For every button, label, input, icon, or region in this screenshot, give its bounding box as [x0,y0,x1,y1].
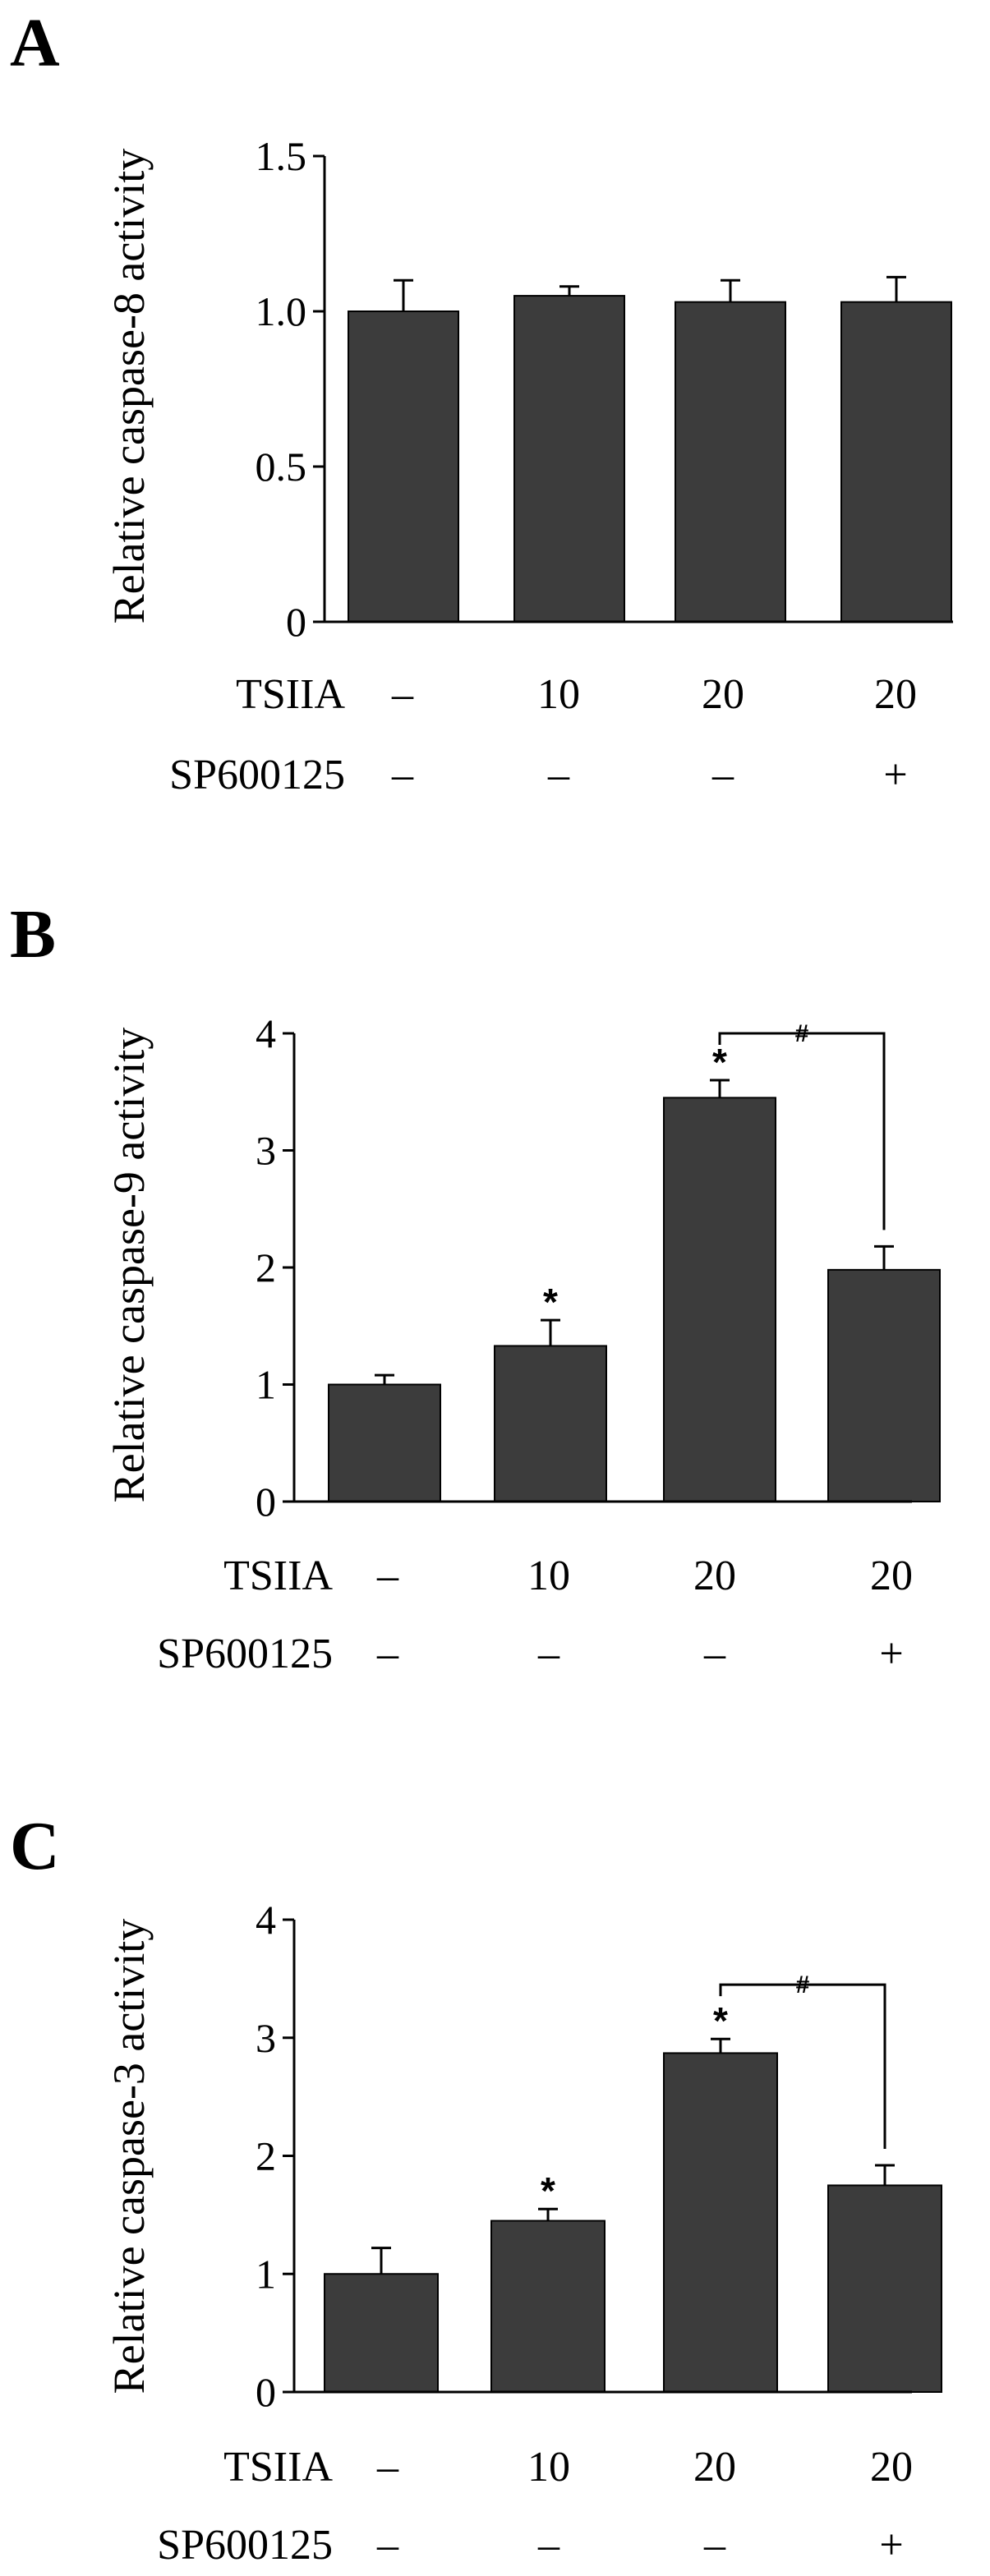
condition-value-2-1: – [391,752,414,798]
condition-row-label-1: TSIIA [223,2444,333,2491]
condition-value-1-3: 20 [693,2444,736,2491]
bar-1 [324,2273,439,2393]
condition-value-2-4: + [879,2522,903,2569]
y-tick-label-3: 3 [256,1128,276,1174]
bar-4 [827,2184,942,2393]
condition-value-1-2: 10 [537,671,580,718]
condition-value-2-2: – [537,2522,560,2569]
condition-value-2-2: – [537,1631,560,1677]
y-tick-label-2: 1.0 [256,288,307,334]
condition-value-2-3: – [703,1631,726,1677]
bar-2 [490,2220,606,2393]
y-tick-label-1: 1 [256,2251,276,2297]
condition-value-1-3: 20 [693,1552,736,1599]
y-tick-label-1: 0.5 [256,444,307,490]
condition-value-1-4: 20 [870,2444,913,2491]
condition-value-2-1: – [376,1631,399,1677]
condition-value-1-2: 10 [527,2444,570,2491]
condition-value-1-1: – [391,671,414,718]
significance-bracket [718,1032,886,1230]
condition-value-2-1: – [376,2522,399,2569]
y-tick-label-0: 0 [286,599,306,645]
bracket-label: # [796,1971,810,1999]
condition-value-1-2: 10 [527,1552,570,1599]
significance-marker-2: * [543,1281,558,1323]
chart-panel-b: B Relative caspase-9 activity * * #0 1 2 3 4 TSII… [10,896,941,1677]
condition-row-label-2: SP600125 [157,1631,333,1677]
condition-value-1-4: 20 [874,671,917,718]
condition-value-2-4: + [883,752,907,798]
chart-panel-c: C Relative caspase-3 activity * * #0 1 2 3 4 TSII… [10,1808,942,2569]
chart-panel-a: A Relative caspase-8 activity 0 0.5 1.0 1.5 TS… [10,5,953,798]
condition-value-2-3: – [703,2522,726,2569]
condition-value-1-1: – [376,2444,399,2491]
bar-1 [348,310,459,623]
y-tick-label-0: 0 [256,2369,276,2415]
bar-3 [663,1097,776,1502]
panel-label: B [10,896,56,973]
y-axis-label: Relative caspase-9 activity [104,1028,154,1503]
y-axis-label: Relative caspase-8 activity [104,149,154,624]
condition-row-label-1: TSIIA [236,671,345,718]
bar-3 [675,301,786,623]
bar-4 [827,1268,941,1502]
bar-3 [663,2052,778,2393]
condition-row-label-1: TSIIA [223,1552,333,1599]
significance-marker-3: * [712,1041,727,1083]
y-tick-label-1: 1 [256,1362,276,1408]
y-tick-label-2: 2 [256,1244,276,1290]
y-axis-label: Relative caspase-3 activity [104,1919,154,2394]
condition-value-1-4: 20 [870,1552,913,1599]
bar-2 [494,1345,607,1502]
y-tick-label-4: 4 [256,1897,276,1943]
bar-4 [840,301,952,623]
panel-label: C [10,1808,60,1884]
significance-marker-2: * [541,2169,555,2212]
condition-value-2-2: – [547,752,570,798]
condition-value-1-3: 20 [702,671,744,718]
bar-1 [328,1383,441,1502]
bracket-label: # [795,1020,809,1047]
y-tick-label-0: 0 [256,1479,276,1525]
condition-row-label-2: SP600125 [157,2522,333,2569]
y-tick-label-2: 2 [256,2133,276,2179]
significance-bracket [719,1983,886,2149]
y-tick-label-3: 3 [256,2015,276,2061]
y-tick-label-4: 4 [256,1010,276,1056]
bar-2 [513,295,625,623]
condition-value-1-1: – [376,1552,399,1599]
condition-row-label-2: SP600125 [169,752,345,798]
panel-label: A [10,5,60,81]
condition-value-2-3: – [711,752,734,798]
condition-value-2-4: + [879,1631,903,1677]
y-tick-label-3: 1.5 [256,133,307,179]
significance-marker-3: * [713,1999,728,2042]
